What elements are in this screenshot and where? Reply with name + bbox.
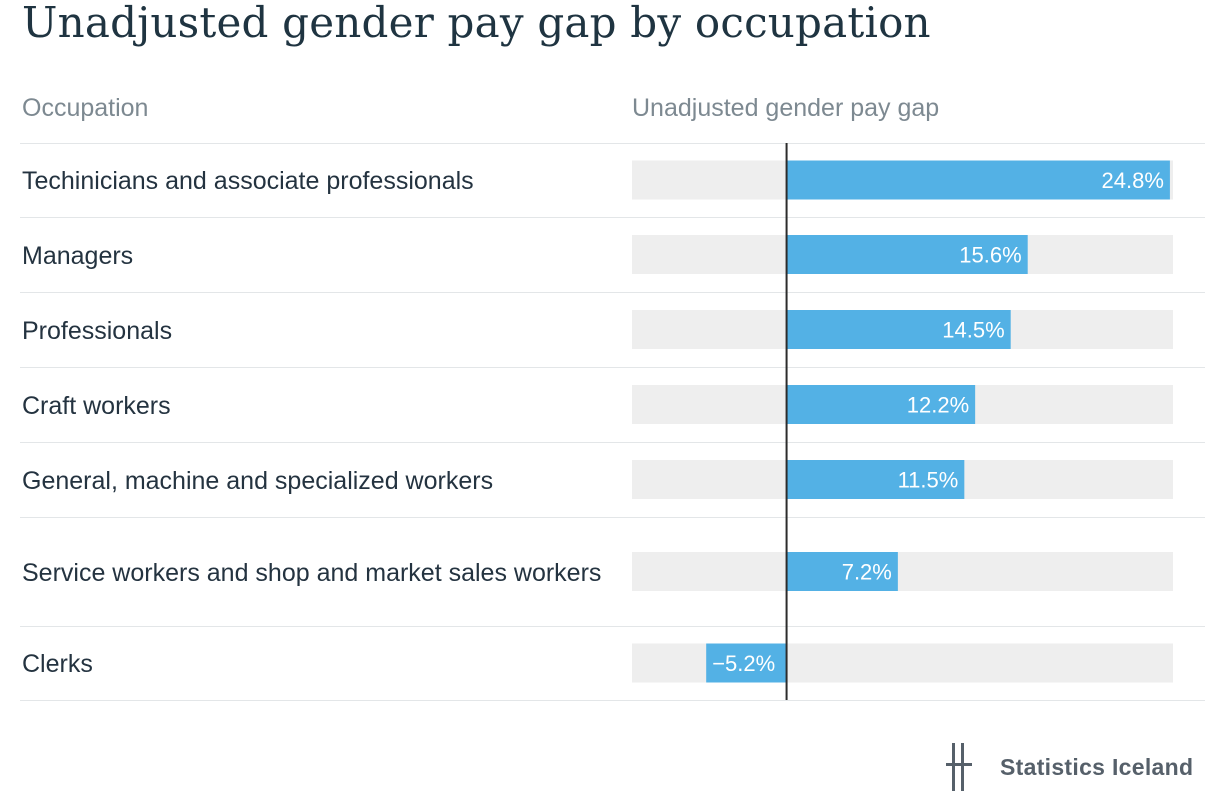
table-row: Professionals	[20, 292, 1205, 368]
occupation-label: Managers	[22, 241, 134, 270]
table-row: Craft workers	[20, 367, 1205, 443]
occupation-label: Service workers and shop and market sale…	[22, 558, 602, 587]
chart-title: Unadjusted gender pay gap by occupation	[22, 0, 931, 47]
table-row: Clerks	[20, 626, 1205, 701]
table-bottom-divider	[20, 700, 1205, 701]
occupation-label: Professionals	[22, 316, 173, 345]
statistics-iceland-logo: Statistics Iceland	[946, 742, 1193, 792]
table-row: Service workers and shop and market sale…	[20, 517, 1205, 627]
occupation-label: Clerks	[22, 650, 93, 678]
table-row: General, machine and specialized workers	[20, 442, 1205, 518]
occupation-label: Techinicians and associate professionals	[22, 167, 474, 195]
table-row: Techinicians and associate professionals	[20, 143, 1205, 218]
brand-name: Statistics Iceland	[1000, 753, 1194, 780]
pay-gap-column-header: Unadjusted gender pay gap	[632, 94, 940, 122]
statistics-iceland-logo-icon	[946, 743, 972, 791]
occupation-label: Craft workers	[22, 391, 171, 420]
occupation-column-header: Occupation	[22, 94, 149, 122]
table-row: Managers	[20, 217, 1205, 293]
occupation-label: General, machine and specialized workers	[22, 466, 494, 495]
